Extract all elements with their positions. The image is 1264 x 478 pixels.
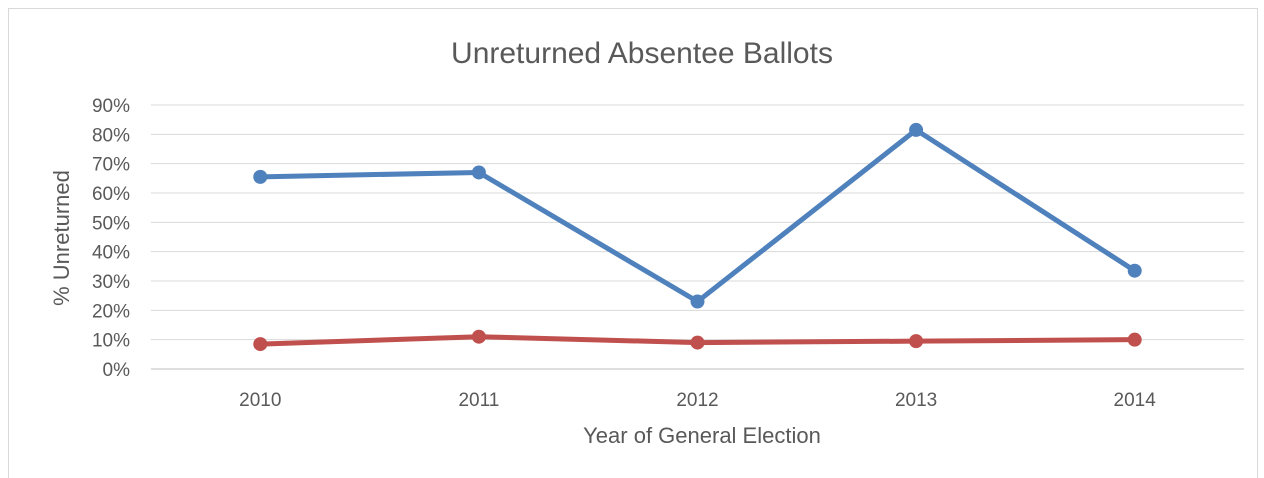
x-tick-label: 2012 (676, 390, 718, 411)
y-tick-label: 40% (92, 243, 130, 264)
y-tick-label: 0% (103, 360, 131, 381)
x-tick-label: 2011 (458, 390, 499, 411)
y-axis-ticks: 0% 10% 20% 30% 40% 50% 60% 70% 80% 90% (92, 96, 130, 381)
chart-title: Unreturned Absentee Ballots (451, 37, 833, 70)
data-point (909, 334, 924, 349)
data-point (471, 329, 486, 344)
y-tick-label: 50% (92, 213, 130, 234)
y-tick-label: 80% (92, 125, 130, 146)
data-point (690, 335, 705, 350)
data-point (690, 294, 705, 309)
series-line (257, 127, 1138, 305)
y-tick-label: 10% (92, 331, 130, 352)
x-tick-label: 2014 (1114, 390, 1157, 411)
x-tick-label: 2010 (239, 390, 281, 411)
series-2 (253, 329, 1142, 352)
series-lines (253, 122, 1142, 352)
y-tick-label: 60% (92, 184, 130, 205)
y-tick-label: 30% (92, 272, 130, 293)
x-axis-label: Year of General Election (583, 423, 821, 448)
data-point (1127, 263, 1142, 278)
data-point (1127, 332, 1142, 347)
y-tick-label: 20% (92, 301, 130, 322)
x-tick-label: 2013 (895, 390, 937, 411)
data-point (253, 337, 268, 352)
data-point (471, 165, 486, 180)
series-1 (253, 122, 1142, 309)
x-axis-ticks: 2010 2011 2012 2013 2014 (239, 390, 1156, 411)
y-tick-label: 90% (92, 96, 130, 117)
y-tick-label: 70% (92, 155, 130, 176)
chart-frame (8, 8, 1258, 478)
data-point (253, 169, 268, 184)
data-point (909, 122, 924, 137)
y-axis-label: % Unreturned (49, 170, 74, 306)
